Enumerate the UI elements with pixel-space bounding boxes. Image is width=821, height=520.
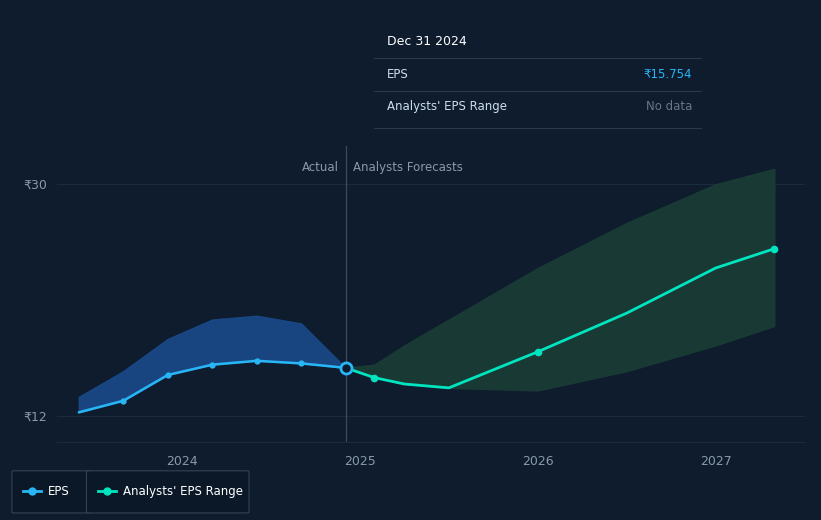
Text: ₹15.754: ₹15.754 bbox=[644, 68, 692, 81]
Text: Analysts' EPS Range: Analysts' EPS Range bbox=[387, 100, 507, 113]
FancyBboxPatch shape bbox=[86, 471, 249, 513]
Text: No data: No data bbox=[646, 100, 692, 113]
Text: Dec 31 2024: Dec 31 2024 bbox=[387, 35, 466, 48]
Text: Analysts Forecasts: Analysts Forecasts bbox=[353, 161, 462, 174]
FancyBboxPatch shape bbox=[11, 471, 91, 513]
Text: Actual: Actual bbox=[301, 161, 338, 174]
Text: EPS: EPS bbox=[387, 68, 408, 81]
Text: Analysts' EPS Range: Analysts' EPS Range bbox=[122, 485, 242, 498]
Text: EPS: EPS bbox=[48, 485, 70, 498]
